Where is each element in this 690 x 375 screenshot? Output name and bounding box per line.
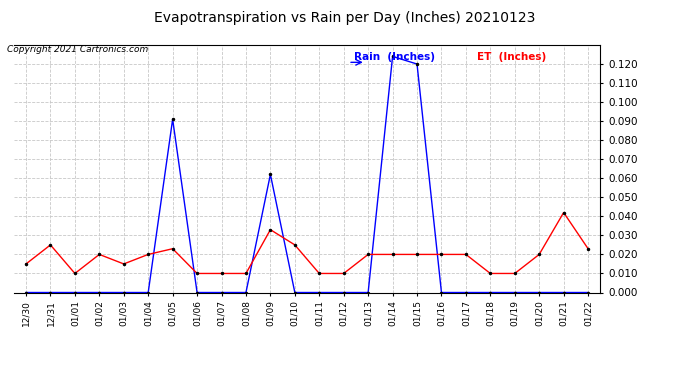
Text: Rain  (Inches): Rain (Inches): [354, 53, 435, 62]
Rain  (Inches): [22, 290, 30, 295]
ET  (Inches): [462, 252, 470, 257]
Rain  (Inches): [241, 290, 250, 295]
Rain  (Inches): [217, 290, 226, 295]
ET  (Inches): [217, 271, 226, 276]
ET  (Inches): [193, 271, 201, 276]
ET  (Inches): [315, 271, 324, 276]
Rain  (Inches): [46, 290, 55, 295]
Text: ET  (Inches): ET (Inches): [477, 53, 546, 62]
Text: Evapotranspiration vs Rain per Day (Inches) 20210123: Evapotranspiration vs Rain per Day (Inch…: [155, 11, 535, 25]
Rain  (Inches): [584, 290, 592, 295]
Line: Rain  (Inches): Rain (Inches): [24, 54, 590, 295]
Rain  (Inches): [290, 290, 299, 295]
ET  (Inches): [511, 271, 519, 276]
Rain  (Inches): [364, 290, 373, 295]
ET  (Inches): [241, 271, 250, 276]
Rain  (Inches): [119, 290, 128, 295]
Rain  (Inches): [511, 290, 519, 295]
ET  (Inches): [486, 271, 495, 276]
Rain  (Inches): [535, 290, 543, 295]
ET  (Inches): [388, 252, 397, 257]
ET  (Inches): [95, 252, 104, 257]
ET  (Inches): [144, 252, 152, 257]
ET  (Inches): [266, 227, 275, 232]
ET  (Inches): [339, 271, 348, 276]
ET  (Inches): [119, 262, 128, 266]
Rain  (Inches): [388, 54, 397, 58]
Rain  (Inches): [413, 62, 421, 66]
ET  (Inches): [560, 210, 568, 215]
ET  (Inches): [535, 252, 543, 257]
Rain  (Inches): [339, 290, 348, 295]
Rain  (Inches): [144, 290, 152, 295]
Rain  (Inches): [560, 290, 568, 295]
Rain  (Inches): [462, 290, 470, 295]
Rain  (Inches): [168, 117, 177, 122]
Rain  (Inches): [266, 172, 275, 177]
ET  (Inches): [290, 243, 299, 247]
ET  (Inches): [22, 262, 30, 266]
ET  (Inches): [413, 252, 421, 257]
Rain  (Inches): [486, 290, 495, 295]
Text: Copyright 2021 Cartronics.com: Copyright 2021 Cartronics.com: [7, 45, 148, 54]
ET  (Inches): [364, 252, 373, 257]
ET  (Inches): [584, 246, 592, 251]
Rain  (Inches): [437, 290, 446, 295]
Line: ET  (Inches): ET (Inches): [24, 210, 590, 276]
Rain  (Inches): [315, 290, 324, 295]
Rain  (Inches): [95, 290, 104, 295]
ET  (Inches): [46, 243, 55, 247]
ET  (Inches): [168, 246, 177, 251]
ET  (Inches): [437, 252, 446, 257]
ET  (Inches): [71, 271, 79, 276]
Rain  (Inches): [71, 290, 79, 295]
Rain  (Inches): [193, 290, 201, 295]
